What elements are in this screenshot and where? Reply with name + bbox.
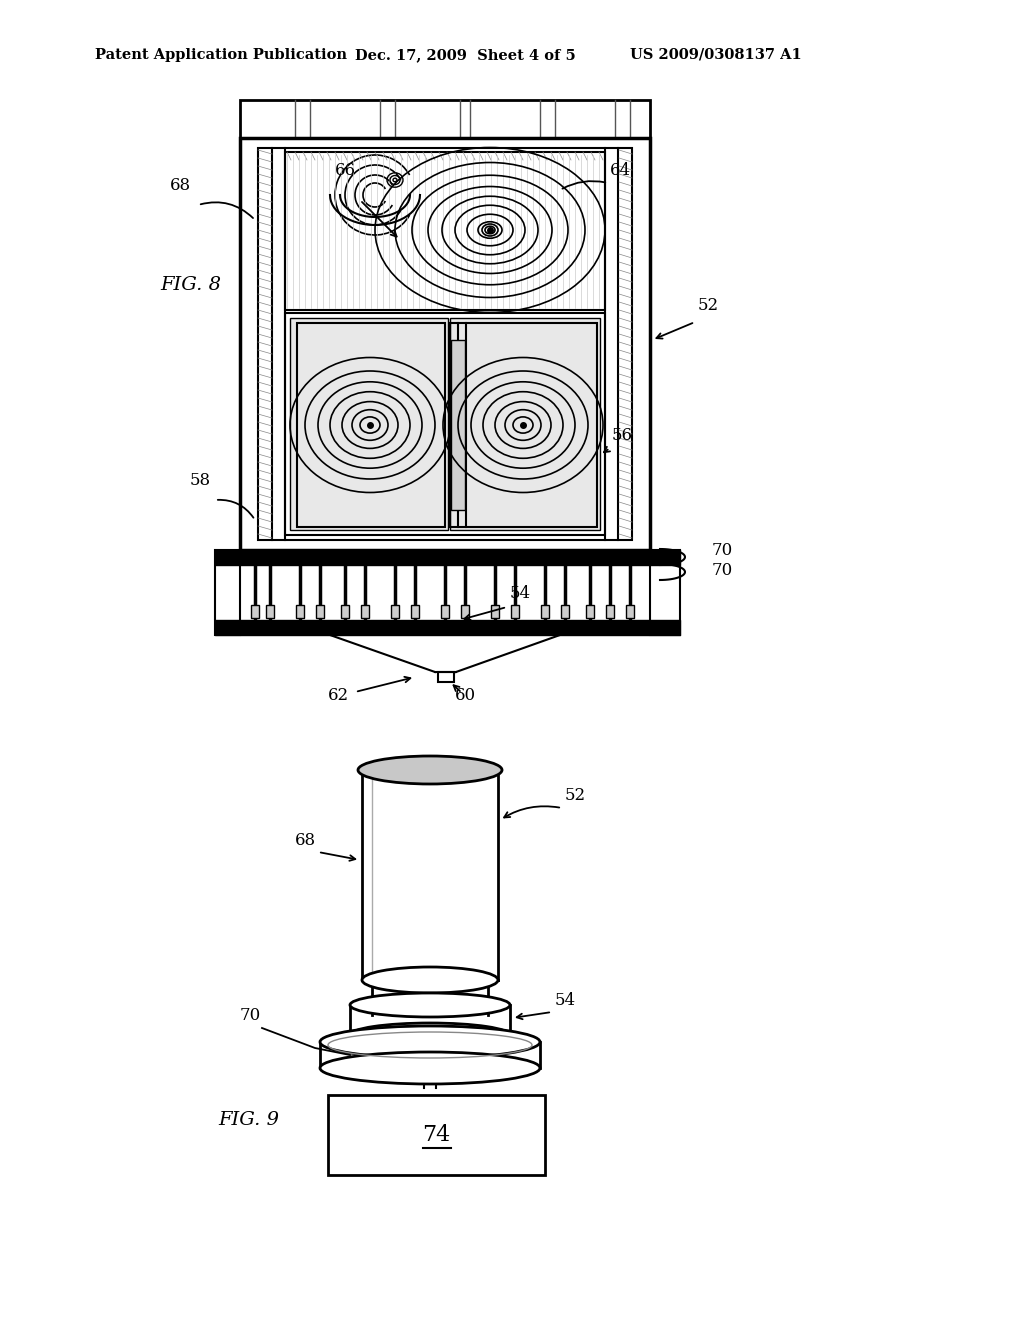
Text: Dec. 17, 2009  Sheet 4 of 5: Dec. 17, 2009 Sheet 4 of 5 [355, 48, 575, 62]
Bar [251, 605, 259, 618]
Ellipse shape [362, 968, 498, 993]
Bar [450, 323, 597, 527]
Text: 68: 68 [170, 177, 191, 194]
Bar [511, 605, 519, 618]
Text: 68: 68 [295, 832, 316, 849]
Text: 70: 70 [712, 562, 733, 579]
Ellipse shape [358, 756, 502, 784]
Bar [626, 605, 634, 618]
Bar [258, 148, 632, 540]
Bar [328, 1096, 545, 1175]
Bar [361, 605, 369, 618]
Bar [606, 605, 614, 618]
Bar [451, 341, 465, 510]
Bar [438, 672, 454, 682]
Bar [391, 605, 399, 618]
Text: 60: 60 [455, 686, 476, 704]
Bar [586, 605, 594, 618]
Text: 70: 70 [712, 543, 733, 558]
Text: 66: 66 [335, 162, 356, 180]
Bar [266, 605, 274, 618]
Bar [290, 318, 449, 531]
Bar [296, 605, 304, 618]
Bar [561, 605, 569, 618]
Bar [450, 318, 600, 531]
Text: Patent Application Publication: Patent Application Publication [95, 48, 347, 62]
Bar [490, 605, 499, 618]
Text: 52: 52 [698, 297, 719, 314]
Bar [215, 550, 240, 635]
Bar [441, 605, 449, 618]
Text: FIG. 8: FIG. 8 [160, 276, 221, 294]
Text: 62: 62 [328, 686, 349, 704]
Ellipse shape [350, 1023, 510, 1047]
Bar [297, 323, 445, 527]
Text: 70: 70 [240, 1007, 261, 1024]
Bar [285, 152, 605, 310]
Bar [240, 139, 650, 550]
Bar [285, 313, 605, 535]
Text: 54: 54 [555, 993, 577, 1008]
Ellipse shape [350, 993, 510, 1016]
Ellipse shape [319, 1026, 540, 1059]
Text: 54: 54 [510, 585, 531, 602]
Text: 64: 64 [610, 162, 631, 180]
Text: FIG. 9: FIG. 9 [218, 1111, 279, 1129]
Ellipse shape [319, 1052, 540, 1084]
Bar [240, 100, 650, 139]
Bar [650, 550, 680, 635]
Bar [541, 605, 549, 618]
Bar [341, 605, 349, 618]
Bar [411, 605, 419, 618]
Text: 74: 74 [422, 1125, 451, 1146]
Text: 52: 52 [565, 787, 586, 804]
Bar [316, 605, 324, 618]
Text: US 2009/0308137 A1: US 2009/0308137 A1 [630, 48, 802, 62]
Text: 56: 56 [612, 426, 633, 444]
Bar [461, 605, 469, 618]
Text: 58: 58 [190, 473, 211, 488]
